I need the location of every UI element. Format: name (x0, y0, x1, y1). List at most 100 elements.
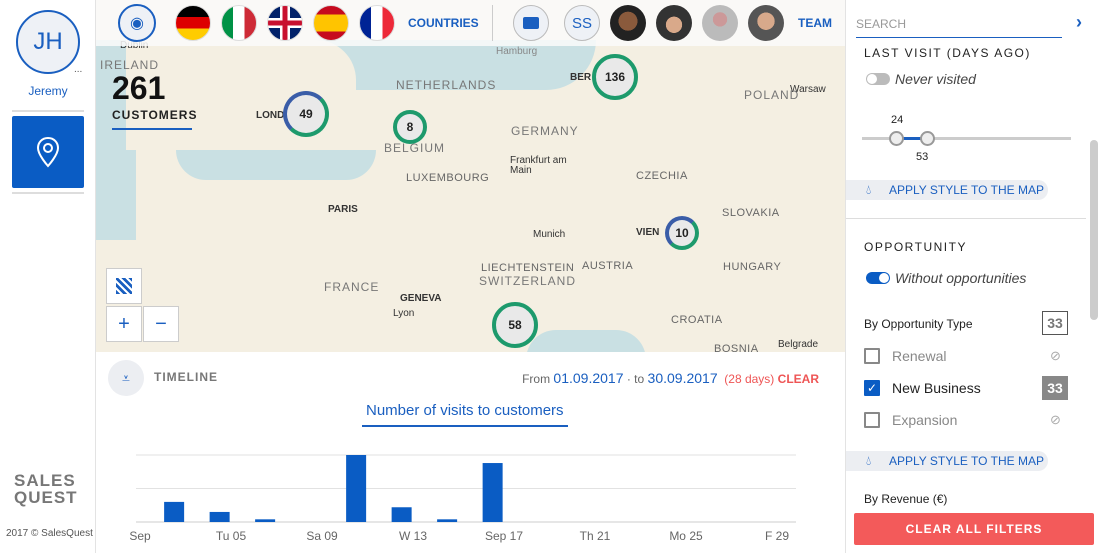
eye-slash-icon[interactable]: ⊘ (1050, 412, 1061, 427)
layers-button[interactable] (106, 268, 142, 304)
sidebar: JH ... Jeremy SALES QUEST 2017 © SalesQu… (0, 0, 96, 553)
chart-title: Number of visits to customers (362, 402, 568, 427)
range-slider-track[interactable] (862, 137, 1071, 140)
scrollbar[interactable] (1090, 140, 1098, 320)
cluster-berlin[interactable]: 136 (592, 54, 638, 100)
flag-united-kingdom[interactable] (267, 5, 303, 41)
map-label: Belgrade (778, 339, 819, 350)
cluster-london[interactable]: 49 (283, 91, 329, 137)
flag-spain[interactable] (313, 5, 349, 41)
last-visit-title: LAST VISIT (DAYS AGO) (864, 46, 1031, 60)
team-member-ss[interactable]: SS (564, 5, 600, 41)
without-opportunities-label: Without opportunities (895, 270, 1027, 286)
to-date[interactable]: 30.09.2017 (647, 370, 718, 386)
user-avatar[interactable]: JH (16, 10, 80, 74)
more-icon[interactable]: ... (74, 64, 83, 75)
map-label: BOSNIA (714, 343, 759, 352)
map-pin-icon (36, 136, 60, 168)
expansion-checkbox[interactable] (864, 412, 880, 428)
chevron-right-icon[interactable]: › (1076, 12, 1082, 32)
briefcase-button[interactable] (513, 5, 549, 41)
divider (12, 192, 84, 194)
map-label: SWITZERLAND (479, 274, 577, 288)
renewal-checkbox[interactable] (864, 348, 880, 364)
timeline: ⩡ TIMELINE From 01.09.2017 · to 30.09.20… (96, 352, 845, 553)
day-count: (28 days) (724, 372, 775, 386)
range-min-handle[interactable] (889, 131, 904, 146)
map-label: Munich (533, 229, 566, 240)
visits-chart: Sep Tu 05 Sa 09 W 13 Sep 17 Th 21 Mo 25 F 29 (129, 454, 796, 543)
range-min-value: 24 (891, 114, 904, 126)
map-label: BELGIUM (384, 141, 446, 155)
bar[interactable] (482, 463, 503, 522)
map-label: LOND (256, 110, 285, 121)
never-visited-toggle[interactable] (866, 73, 890, 85)
expansion-label: Expansion (892, 412, 958, 428)
divider (492, 5, 493, 41)
visibility-toggle-button[interactable]: ◉ (118, 4, 156, 42)
x-tick-label: Mo 25 (669, 529, 703, 543)
map-label: HUNGARY (723, 261, 782, 273)
customer-label[interactable]: CUSTOMERS (112, 108, 196, 130)
team-button[interactable]: TEAM (798, 16, 832, 30)
timeline-collapse-button[interactable]: ⩡ (108, 360, 144, 396)
apply-style-button[interactable]: 💧︎ APPLY STYLE TO THE MAP (846, 451, 1048, 471)
from-date[interactable]: 01.09.2017 (553, 370, 624, 386)
range-max-handle[interactable] (920, 131, 935, 146)
map-label: LUXEMBOURG (406, 172, 490, 184)
map-nav-button[interactable] (12, 116, 84, 188)
countries-button[interactable]: COUNTRIES (408, 16, 479, 30)
team-member-avatar[interactable] (610, 5, 646, 41)
flag-germany[interactable] (175, 5, 211, 41)
team-member-avatar[interactable] (748, 5, 784, 41)
bar[interactable] (164, 501, 185, 522)
cluster-vienna[interactable]: 10 (665, 216, 699, 250)
map-label: GENEVA (400, 293, 442, 304)
apply-style-button[interactable]: 💧︎ APPLY STYLE TO THE MAP (846, 180, 1048, 200)
separator: · (626, 372, 631, 386)
bar[interactable] (437, 519, 458, 522)
sea (176, 150, 376, 180)
clear-dates-button[interactable]: CLEAR (777, 372, 819, 386)
map-label: SLOVAKIA (722, 207, 780, 219)
map[interactable]: IRELAND Dublin NETHERLANDS BER Warsaw PO… (96, 0, 845, 352)
x-tick-label: Sep 17 (485, 529, 523, 543)
filter-panel: SEARCH › LAST VISIT (DAYS AGO) Never vis… (845, 0, 1100, 553)
flag-france[interactable] (359, 5, 395, 41)
clear-all-filters-button[interactable]: CLEAR ALL FILTERS (854, 513, 1094, 545)
cluster-milan[interactable]: 58 (492, 302, 538, 348)
map-label: AUSTRIA (582, 260, 634, 272)
search-input[interactable]: SEARCH (856, 16, 1062, 38)
x-tick-label: W 13 (399, 529, 427, 543)
drop-icon: 💧︎ (866, 453, 872, 468)
eye-icon: ◉ (130, 15, 144, 32)
zoom-out-button[interactable]: − (143, 306, 179, 342)
never-visited-label: Never visited (895, 71, 976, 87)
apply-label: APPLY STYLE TO THE MAP (889, 183, 1044, 197)
without-opportunities-toggle[interactable] (866, 272, 890, 284)
team-member-avatar[interactable] (702, 5, 738, 41)
flag-italy[interactable] (221, 5, 257, 41)
range-slider-fill (896, 137, 927, 140)
zoom-in-button[interactable]: + (106, 306, 142, 342)
bar[interactable] (346, 455, 367, 522)
map-label: Lyon (393, 308, 415, 319)
divider (12, 110, 84, 112)
by-opportunity-type-label: By Opportunity Type (864, 317, 973, 331)
team-member-avatar[interactable] (656, 5, 692, 41)
timeline-title: TIMELINE (154, 370, 218, 384)
by-revenue-label: By Revenue (€) (864, 492, 948, 506)
customer-count: 261 (112, 70, 166, 106)
new-business-checkbox[interactable]: ✓ (864, 380, 880, 396)
map-label: BER (570, 72, 592, 83)
user-name[interactable]: Jeremy (28, 84, 68, 98)
x-tick-label: Th 21 (580, 529, 611, 543)
eye-slash-icon[interactable]: ⊘ (1050, 348, 1061, 363)
map-label: Frankfurt am Main (510, 155, 567, 176)
cluster-belgium[interactable]: 8 (393, 110, 427, 144)
drop-icon: 💧︎ (866, 182, 872, 197)
sea (526, 330, 646, 352)
bar[interactable] (209, 511, 230, 522)
bar[interactable] (255, 519, 276, 522)
bar[interactable] (391, 507, 412, 522)
